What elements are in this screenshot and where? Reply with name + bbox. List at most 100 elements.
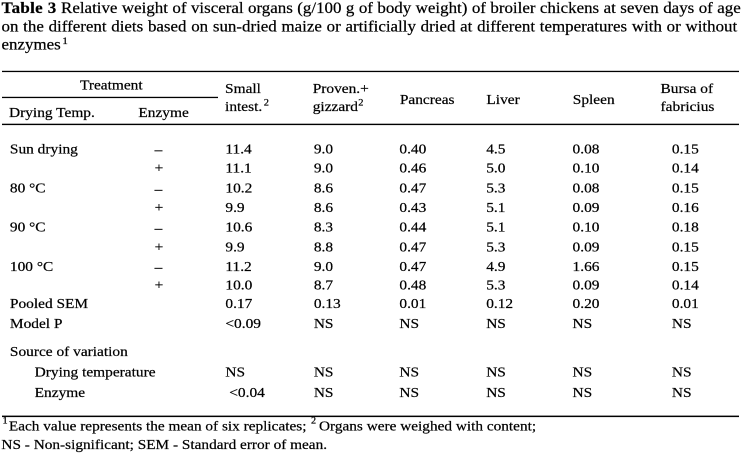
svg-text:0.09: 0.09 [573, 201, 600, 216]
svg-text:Small: Small [225, 81, 261, 96]
svg-text:enzymes: enzymes [2, 37, 61, 53]
svg-text:0.15: 0.15 [672, 240, 699, 255]
svg-text:NS: NS [225, 365, 245, 380]
svg-text:NS: NS [314, 317, 334, 332]
svg-text:NS: NS [399, 386, 419, 401]
svg-text:0.12: 0.12 [486, 297, 513, 312]
svg-text:NS: NS [314, 365, 334, 380]
svg-text:0.15: 0.15 [672, 259, 699, 274]
svg-text:9.0: 9.0 [314, 259, 333, 274]
svg-text:0.10: 0.10 [573, 220, 600, 235]
svg-text:8.3: 8.3 [314, 220, 333, 235]
svg-text:Pooled SEM: Pooled SEM [10, 297, 88, 312]
svg-text:0.01: 0.01 [672, 297, 699, 312]
svg-text:5.1: 5.1 [486, 201, 505, 216]
svg-text:Liver: Liver [486, 92, 519, 107]
svg-text:0.47: 0.47 [399, 240, 426, 255]
svg-text:0.15: 0.15 [672, 142, 699, 157]
svg-text:Organs were weighed with conte: Organs were weighed with content; [319, 419, 536, 434]
svg-text:0.14: 0.14 [672, 161, 700, 176]
svg-text:fabricius: fabricius [661, 99, 715, 114]
svg-text:0.40: 0.40 [399, 142, 426, 157]
svg-text:1.66: 1.66 [573, 259, 600, 274]
svg-text:Pancreas: Pancreas [400, 92, 455, 107]
svg-text:2: 2 [264, 98, 269, 108]
svg-text:0.14: 0.14 [672, 278, 700, 293]
svg-text:0.13: 0.13 [314, 297, 341, 312]
svg-text:1: 1 [3, 416, 8, 426]
svg-text:NS: NS [672, 365, 692, 380]
svg-text:+: + [155, 201, 164, 216]
svg-text:90 °C: 90 °C [10, 220, 46, 235]
svg-text:0.18: 0.18 [672, 220, 699, 235]
svg-text:gizzard: gizzard [313, 99, 359, 114]
svg-text:0.46: 0.46 [399, 161, 426, 176]
svg-text:0.48: 0.48 [399, 278, 426, 293]
svg-text:10.2: 10.2 [225, 181, 252, 196]
svg-text:80 °C: 80 °C [10, 181, 46, 196]
svg-text:Spleen: Spleen [573, 92, 616, 107]
svg-text:NS: NS [399, 317, 419, 332]
svg-text:–: – [154, 182, 163, 197]
svg-text:NS: NS [573, 317, 593, 332]
svg-text:10.6: 10.6 [225, 220, 252, 235]
svg-text:5.0: 5.0 [486, 161, 505, 176]
svg-text:9.0: 9.0 [314, 142, 333, 157]
svg-text:0.08: 0.08 [573, 142, 600, 157]
svg-text:0.17: 0.17 [225, 297, 252, 312]
svg-text:5.3: 5.3 [486, 240, 505, 255]
svg-text:NS: NS [672, 317, 692, 332]
svg-text:10.0: 10.0 [225, 278, 252, 293]
svg-text:NS: NS [486, 386, 506, 401]
svg-text:2: 2 [311, 416, 316, 426]
svg-text:0.09: 0.09 [573, 240, 600, 255]
svg-text:NS: NS [573, 386, 593, 401]
svg-text:11.2: 11.2 [225, 259, 251, 274]
svg-text:8.7: 8.7 [314, 278, 333, 293]
svg-text:Table 3 Relative weight of vis: Table 3 Relative weight of visceral orga… [2, 1, 741, 17]
svg-text:Model P: Model P [10, 317, 63, 332]
svg-text:0.47: 0.47 [399, 181, 426, 196]
svg-text:5.1: 5.1 [486, 220, 505, 235]
svg-text:0.43: 0.43 [399, 201, 426, 216]
svg-text:8.6: 8.6 [314, 181, 333, 196]
svg-text:NS: NS [486, 365, 506, 380]
svg-text:8.8: 8.8 [314, 240, 333, 255]
svg-text:2: 2 [358, 98, 363, 108]
svg-text:–: – [154, 260, 163, 275]
svg-text:9.0: 9.0 [314, 161, 333, 176]
svg-text:0.16: 0.16 [672, 201, 699, 216]
svg-text:–: – [154, 221, 163, 236]
svg-text:<0.09: <0.09 [225, 317, 261, 332]
svg-text:100 °C: 100 °C [10, 259, 53, 274]
svg-text:Treatment: Treatment [80, 78, 143, 93]
svg-text:11.1: 11.1 [225, 161, 251, 176]
svg-text:intest.: intest. [225, 99, 262, 114]
svg-text:+: + [155, 278, 164, 293]
svg-text:8.6: 8.6 [314, 201, 333, 216]
svg-text:NS: NS [314, 386, 334, 401]
svg-text:4.9: 4.9 [486, 259, 505, 274]
svg-text:1: 1 [62, 37, 67, 47]
svg-text:9.9: 9.9 [225, 240, 244, 255]
svg-text:0.44: 0.44 [399, 220, 427, 235]
svg-text:0.01: 0.01 [399, 297, 426, 312]
svg-text:Enzyme: Enzyme [35, 386, 86, 401]
svg-text:+: + [155, 240, 164, 255]
svg-text:+: + [155, 161, 164, 176]
svg-text:5.3: 5.3 [486, 278, 505, 293]
svg-text:4.5: 4.5 [486, 142, 505, 157]
svg-text:Enzyme: Enzyme [138, 105, 189, 120]
svg-text:Bursa of: Bursa of [661, 81, 714, 96]
svg-text:Drying temperature: Drying temperature [35, 365, 156, 380]
svg-text:11.4: 11.4 [225, 142, 252, 157]
svg-text:Source of variation: Source of variation [10, 344, 129, 359]
svg-text:0.47: 0.47 [399, 259, 426, 274]
svg-text:9.9: 9.9 [225, 201, 244, 216]
svg-text:0.10: 0.10 [573, 161, 600, 176]
svg-text:5.3: 5.3 [486, 181, 505, 196]
svg-text:NS - Non-significant; SEM - St: NS - Non-significant; SEM - Standard err… [1, 438, 327, 453]
svg-text:NS: NS [672, 386, 692, 401]
svg-text:Sun drying: Sun drying [10, 142, 79, 157]
svg-text:–: – [154, 143, 163, 158]
